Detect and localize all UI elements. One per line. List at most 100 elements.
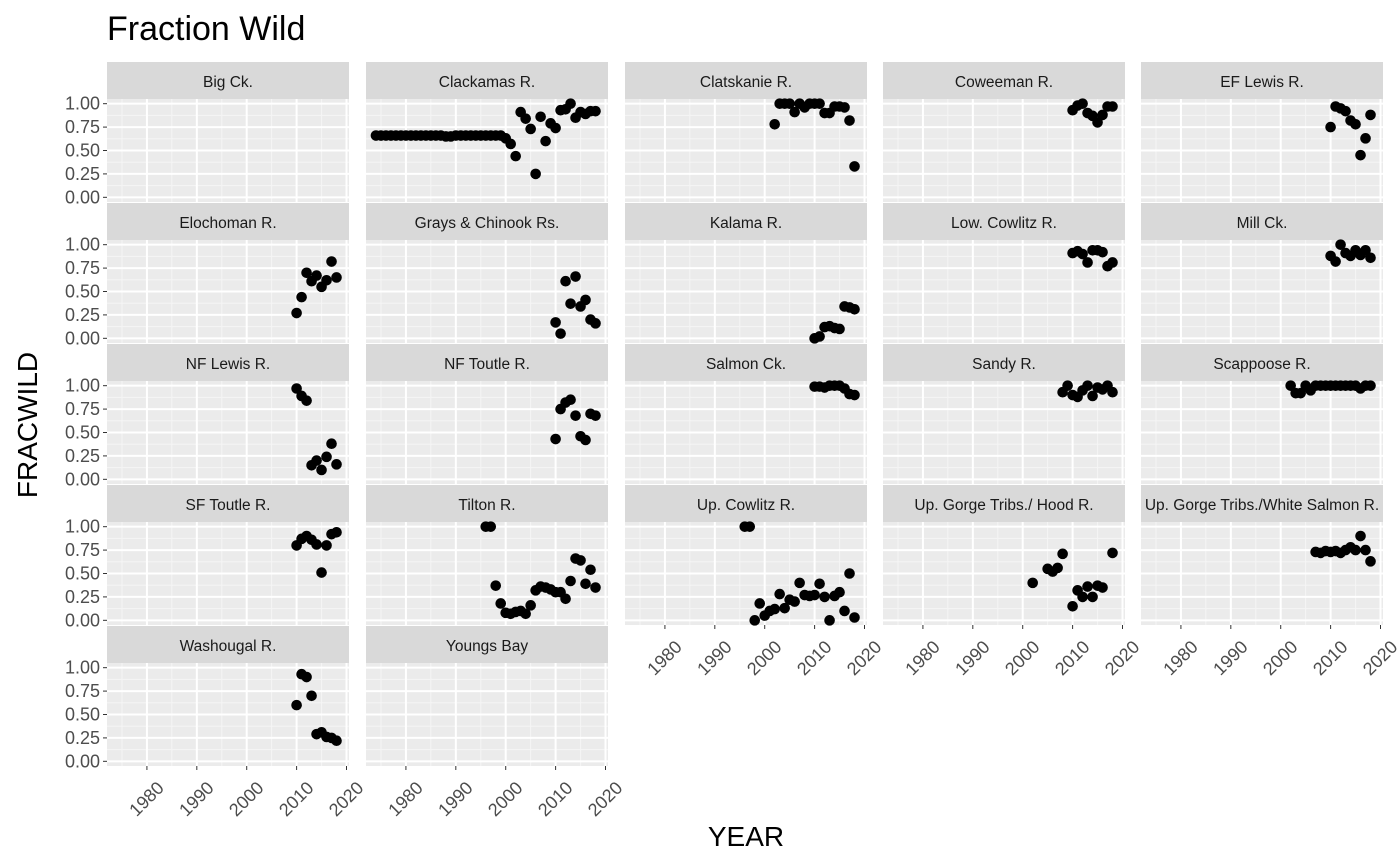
data-point (1360, 245, 1371, 256)
data-point (1082, 257, 1093, 268)
data-point (326, 256, 337, 267)
data-point (754, 598, 766, 609)
facet-panel: EF Lewis R. (1141, 62, 1383, 202)
data-point (311, 539, 322, 550)
data-point (824, 615, 835, 626)
data-point (849, 612, 860, 623)
data-point (580, 294, 591, 306)
data-point (301, 671, 312, 683)
data-point (495, 598, 507, 609)
facet-strip (366, 485, 608, 522)
data-point (316, 567, 327, 578)
data-point (311, 455, 322, 466)
data-point (849, 389, 860, 401)
facet-strip (366, 203, 608, 240)
data-point (789, 596, 800, 607)
data-point (814, 331, 825, 342)
facet-strip-label: NF Lewis R. (186, 356, 270, 373)
facet-panel: Low. Cowlitz R. (883, 203, 1125, 343)
data-point (1355, 530, 1366, 542)
data-point (1365, 556, 1376, 567)
data-point (844, 115, 855, 126)
facet-strip (107, 626, 349, 663)
data-point (520, 113, 531, 124)
data-point (525, 123, 536, 135)
data-point (326, 438, 337, 450)
x-tick-label: 1990 (951, 637, 993, 679)
data-point (1107, 386, 1118, 398)
facet-panel: SF Toutle R. 0.00 0.25 0.50 0.75 1.00 (65, 485, 349, 630)
y-tick-label: 0.25 (65, 164, 100, 184)
facet-strip (883, 485, 1125, 522)
facet-strip-label: Grays & Chinook Rs. (415, 215, 560, 232)
data-point (540, 135, 551, 147)
data-point (819, 591, 830, 603)
facet-strip (883, 203, 1125, 240)
data-point (1087, 591, 1098, 603)
y-tick-label: 0.25 (65, 305, 100, 325)
data-point (525, 600, 536, 611)
data-point (291, 383, 302, 394)
x-tick-label: 2010 (793, 637, 835, 679)
facet-strip (1141, 62, 1383, 99)
facet-panel: Clatskanie R. (625, 62, 867, 202)
y-tick-label: 0.25 (65, 728, 100, 748)
data-point (590, 410, 601, 421)
x-tick-label: 1980 (384, 778, 426, 820)
data-point (809, 589, 820, 601)
data-point (590, 582, 601, 593)
facet-panel: Big Ck. 0.00 0.25 0.50 0.75 1.00 (65, 62, 349, 207)
data-point (1092, 117, 1103, 128)
data-point (794, 577, 805, 589)
data-point (301, 267, 312, 279)
y-tick-label: 1.00 (65, 376, 100, 396)
x-tick-label: 2000 (1259, 637, 1301, 679)
data-point (774, 588, 785, 600)
facet-strip (625, 485, 867, 522)
facet-strip (107, 62, 349, 99)
data-point (296, 291, 307, 303)
data-point (560, 275, 571, 287)
y-tick-label: 0.25 (65, 587, 100, 607)
data-point (1295, 387, 1306, 399)
data-point (1082, 380, 1093, 391)
x-tick-label: 1980 (1159, 637, 1201, 679)
facet-strip-label: Washougal R. (180, 638, 277, 655)
data-point (311, 270, 322, 281)
y-tick-label: 1.00 (65, 517, 100, 537)
x-tick-label: 1990 (175, 778, 217, 820)
data-point (321, 274, 332, 286)
data-point (510, 150, 521, 162)
data-point (1097, 109, 1108, 121)
data-point (814, 578, 825, 590)
data-point (505, 138, 517, 150)
data-point (1077, 248, 1088, 260)
data-point (1365, 109, 1376, 121)
x-tick-label: 1980 (901, 637, 943, 679)
x-axis-title: YEAR (708, 821, 784, 852)
data-point (580, 578, 591, 590)
facet-panel: Washougal R. 0.00 0.25 0.50 0.75 1.00 1980 1990… (65, 626, 367, 820)
y-tick-label: 0.00 (65, 610, 100, 630)
facet-panel: Sandy R. (883, 344, 1125, 484)
x-tick-label: 1990 (693, 637, 735, 679)
data-point (550, 122, 561, 134)
y-tick-label: 1.00 (65, 235, 100, 255)
data-point (1360, 133, 1371, 144)
x-tick-label: 2020 (1101, 637, 1143, 679)
y-tick-label: 0.75 (65, 258, 100, 278)
facet-strip-label: Youngs Bay (446, 638, 528, 655)
facet-panels: Big Ck. 0.00 0.25 0.50 0.75 1.00 Clackamas R. C… (65, 62, 1400, 820)
data-point (834, 323, 845, 335)
data-point (1107, 101, 1118, 112)
facet-strip (1141, 485, 1383, 522)
data-point (1097, 582, 1108, 593)
facet-strip (107, 485, 349, 522)
data-point (316, 464, 327, 476)
data-point (789, 106, 800, 118)
y-tick-label: 0.25 (65, 446, 100, 466)
data-point (1285, 380, 1296, 391)
data-point (1067, 600, 1078, 612)
y-tick-label: 0.50 (65, 564, 100, 584)
data-point (565, 98, 576, 109)
